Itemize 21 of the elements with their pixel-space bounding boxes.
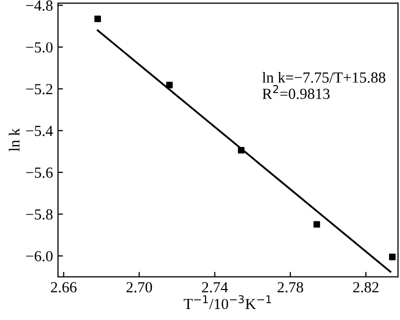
y-tick-label: −6.0	[26, 251, 53, 262]
point	[166, 82, 173, 88]
point	[238, 146, 245, 154]
x-tick-label: 2.82	[353, 282, 378, 292]
point	[313, 221, 320, 228]
point	[389, 254, 396, 260]
annotation: ln k=−7.75/T+15.88	[262, 72, 386, 83]
y-tick-label: −5.8	[26, 209, 53, 220]
y-tick-label: −5.6	[26, 168, 53, 178]
x-tick-label: 2.70	[126, 282, 152, 292]
x-axis-title: T$^{−1}$/10$^{−3}$K$^{−1}$	[184, 295, 272, 310]
y-tick-label: −5.2	[26, 84, 52, 94]
annotation: R$^{2}$=0.9813	[262, 85, 330, 100]
x-tick-label: 2.66	[50, 282, 77, 292]
y-tick-label: −4.8	[26, 0, 53, 11]
x-tick-label: 2.74	[202, 282, 228, 292]
y-axis-title: ln k	[8, 128, 20, 152]
x-tick-label: 2.78	[278, 282, 304, 292]
y-tick-label: −5.4	[26, 126, 53, 136]
y-tick-label: −5.0	[26, 42, 53, 53]
point	[94, 16, 101, 22]
